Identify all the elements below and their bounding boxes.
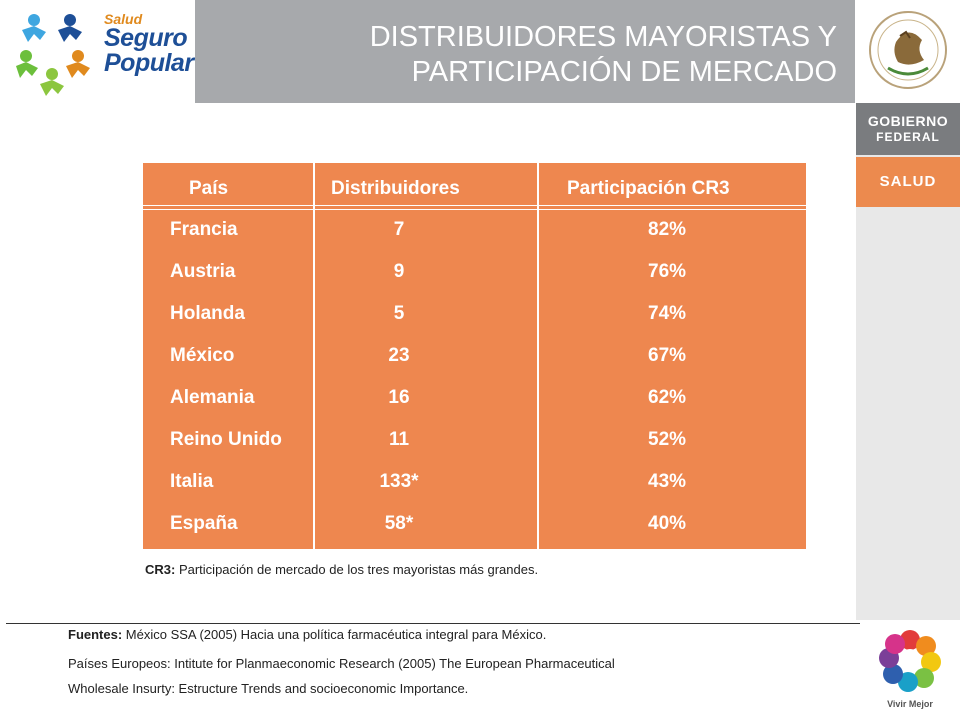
logo-salud-text: Salud bbox=[104, 11, 143, 27]
cell-distribuidores: 7 bbox=[393, 219, 405, 240]
cr3-note: CR3: Participación de mercado de los tre… bbox=[145, 562, 538, 577]
vivir-mejor-flower-icon bbox=[879, 630, 941, 692]
cell-participacion: 74% bbox=[648, 303, 687, 324]
cell-distribuidores: 58* bbox=[384, 513, 414, 534]
title-line-1: DISTRIBUIDORES MAYORISTAS Y bbox=[369, 21, 837, 53]
cell-distribuidores: 5 bbox=[393, 303, 405, 324]
gobierno-text: GOBIERNO bbox=[867, 113, 949, 129]
cr3-note-label: CR3: bbox=[145, 562, 176, 577]
header-distribuidores: Distribuidores bbox=[331, 178, 460, 199]
header-participacion: Participación CR3 bbox=[567, 178, 730, 199]
title-band: DISTRIBUIDORES MAYORISTAS Y PARTICIPACIÓ… bbox=[195, 0, 855, 103]
cell-distribuidores: 11 bbox=[388, 429, 410, 450]
cell-distribuidores: 23 bbox=[388, 345, 410, 366]
footer-divider bbox=[6, 623, 860, 624]
salud-badge: SALUD bbox=[856, 157, 960, 207]
cell-distribuidores: 133* bbox=[379, 471, 419, 492]
cell-participacion: 52% bbox=[648, 429, 687, 450]
cell-pais: España bbox=[170, 513, 238, 534]
sources-line-1: Fuentes: México SSA (2005) Hacia una pol… bbox=[68, 627, 546, 642]
page-title: DISTRIBUIDORES MAYORISTAS Y PARTICIPACIÓ… bbox=[370, 20, 837, 90]
sources-text-1: México SSA (2005) Hacia una política far… bbox=[122, 627, 547, 642]
cell-pais: Reino Unido bbox=[170, 429, 282, 450]
vivir-mejor-text: Vivir Mejor bbox=[887, 699, 933, 709]
cell-participacion: 76% bbox=[648, 261, 687, 282]
cell-pais: Holanda bbox=[170, 303, 245, 324]
cell-participacion: 43% bbox=[648, 471, 687, 492]
sources-label: Fuentes: bbox=[68, 627, 123, 642]
seguro-popular-logo: Salud Seguro Popular bbox=[12, 6, 194, 98]
right-sidebar: GOBIERNO FEDERAL SALUD Vivir Mejor bbox=[856, 0, 960, 720]
vivir-mejor-logo: Vivir Mejor bbox=[870, 628, 950, 709]
cr3-note-text: Participación de mercado de los tres may… bbox=[175, 562, 539, 577]
federal-text: FEDERAL bbox=[876, 130, 940, 144]
distributors-table: País Distribuidores Participación CR3 Fr… bbox=[143, 163, 806, 549]
cell-participacion: 62% bbox=[648, 387, 687, 408]
cell-pais: Austria bbox=[170, 261, 236, 282]
cell-pais: Italia bbox=[170, 471, 214, 492]
sources-line-3: Wholesale Insurty: Estructure Trends and… bbox=[68, 681, 469, 696]
people-figures-icon bbox=[16, 14, 90, 96]
logo-seguro-text: Seguro bbox=[104, 24, 188, 52]
logo-popular-text: Popular bbox=[104, 49, 194, 77]
cell-pais: México bbox=[170, 345, 235, 366]
header-pais: País bbox=[189, 178, 229, 199]
sources-line-2: Países Europeos: Intitute for Planmaecon… bbox=[68, 656, 615, 671]
cell-participacion: 40% bbox=[648, 513, 687, 534]
header-underline bbox=[143, 205, 806, 210]
cell-participacion: 67% bbox=[648, 345, 687, 366]
cell-distribuidores: 9 bbox=[393, 261, 405, 282]
cell-participacion: 82% bbox=[648, 219, 687, 240]
title-line-2: PARTICIPACIÓN DE MERCADO bbox=[411, 56, 837, 88]
gobierno-federal-badge: GOBIERNO FEDERAL bbox=[856, 103, 960, 155]
cell-pais: Alemania bbox=[170, 387, 255, 408]
cell-distribuidores: 16 bbox=[388, 387, 410, 408]
column-divider-1 bbox=[313, 163, 315, 549]
mexico-seal-icon bbox=[869, 11, 947, 89]
cell-pais: Francia bbox=[170, 219, 238, 240]
column-divider-2 bbox=[537, 163, 539, 549]
